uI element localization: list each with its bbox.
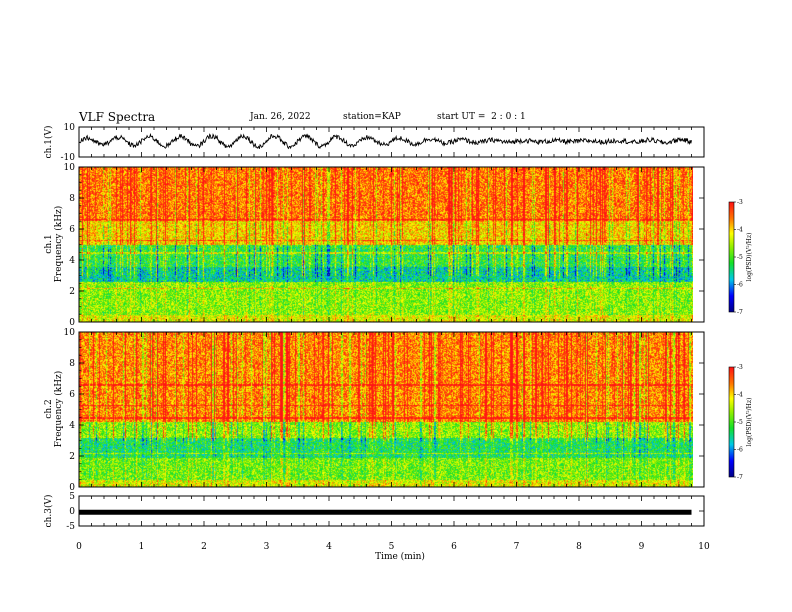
y-tick-label: 8 bbox=[69, 194, 75, 204]
y-tick-label: -5 bbox=[66, 522, 75, 532]
y-tick-label: 10 bbox=[64, 328, 76, 338]
y-tick-label: 6 bbox=[69, 225, 75, 235]
y-tick-label: 2 bbox=[69, 287, 75, 297]
colorbar-label-2: log(PSD)(V²/Hz) bbox=[746, 398, 753, 447]
colorbar-tick-label: -6 bbox=[737, 447, 743, 454]
ch2-frequency-ylabel: Frequency (kHz) bbox=[53, 371, 64, 448]
ch1-colorbar-image bbox=[729, 202, 734, 312]
y-tick-label: 10 bbox=[64, 123, 76, 133]
y-tick-label: -10 bbox=[61, 153, 76, 163]
ch2-colorbar-image bbox=[729, 367, 734, 477]
x-tick-label: 6 bbox=[451, 542, 457, 552]
figure-title: VLF Spectra bbox=[79, 110, 156, 124]
ch2-prefix-label: ch.2 bbox=[44, 399, 54, 418]
x-tick-label: 10 bbox=[698, 542, 710, 552]
x-tick-label: 5 bbox=[389, 542, 395, 552]
ch2-spectrogram-image bbox=[79, 332, 693, 487]
x-tick-label: 0 bbox=[76, 542, 82, 552]
y-tick-label: 4 bbox=[69, 421, 75, 431]
colorbar-tick-label: -3 bbox=[737, 364, 743, 371]
x-tick-label: 9 bbox=[639, 542, 645, 552]
ch3-waveform-ylabel: ch.3(V) bbox=[43, 495, 54, 528]
x-tick-label: 4 bbox=[326, 542, 332, 552]
x-tick-label: 8 bbox=[576, 542, 582, 552]
y-tick-label: 4 bbox=[69, 256, 75, 266]
colorbar-frame bbox=[728, 366, 735, 478]
colorbar-frame bbox=[728, 201, 735, 313]
y-tick-label: 0 bbox=[69, 507, 75, 517]
panel-frame bbox=[78, 166, 705, 323]
x-tick-label: 3 bbox=[264, 542, 270, 552]
x-axis-title: Time (min) bbox=[375, 551, 425, 562]
ch1-waveform-ylabel: ch.1(V) bbox=[43, 126, 54, 159]
x-tick-label: 1 bbox=[139, 542, 145, 552]
x-tick-label: 2 bbox=[201, 542, 207, 552]
y-tick-label: 2 bbox=[69, 452, 75, 462]
ch1-prefix-label: ch.1 bbox=[44, 234, 54, 253]
y-tick-label: 10 bbox=[64, 163, 76, 173]
colorbar-tick-label: -7 bbox=[737, 309, 743, 316]
start-time-label: start UT = 2 : 0 : 1 bbox=[437, 112, 526, 122]
colorbar-tick-label: -4 bbox=[737, 227, 743, 234]
date-label: Jan. 26, 2022 bbox=[250, 112, 311, 122]
colorbar-tick-label: -5 bbox=[737, 254, 743, 261]
panel-frame bbox=[78, 331, 705, 488]
station-label: station=KAP bbox=[343, 112, 401, 122]
x-tick-label: 7 bbox=[514, 542, 520, 552]
ch1-frequency-ylabel: Frequency (kHz) bbox=[53, 206, 64, 283]
ch1-spectrogram-image bbox=[79, 167, 693, 322]
colorbar-tick-label: -4 bbox=[737, 392, 743, 399]
y-tick-label: 8 bbox=[69, 359, 75, 369]
y-tick-label: 6 bbox=[69, 390, 75, 400]
colorbar-tick-label: -7 bbox=[737, 474, 743, 481]
colorbar-tick-label: -3 bbox=[737, 199, 743, 206]
y-tick-label: 0 bbox=[69, 318, 75, 328]
ch1-waveform-line bbox=[78, 132, 692, 150]
y-tick-label: 5 bbox=[69, 492, 75, 502]
colorbar-tick-label: -5 bbox=[737, 419, 743, 426]
colorbar-label-1: log(PSD)(V²/Hz) bbox=[746, 233, 753, 282]
colorbar-tick-label: -6 bbox=[737, 282, 743, 289]
y-tick-label: 0 bbox=[69, 483, 75, 493]
